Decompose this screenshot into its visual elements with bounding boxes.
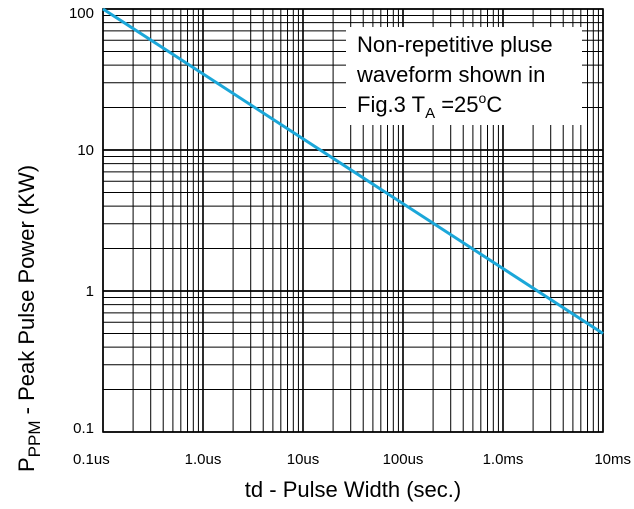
- plot-frame: [102, 8, 604, 433]
- annotation-eq: =25: [435, 92, 478, 117]
- annotation-line-3: Fig.3 TA =25oC: [357, 90, 502, 122]
- x-tick-label: 10ms: [594, 451, 631, 468]
- annotation-fig-ref: Fig.3 T: [357, 92, 425, 117]
- annotation: Non-repetitive pluse waveform shown in F…: [356, 32, 553, 122]
- x-tick-label: 100us: [383, 451, 424, 468]
- x-tick-label: 0.1us: [73, 451, 110, 468]
- x-tick-label: 1.0us: [185, 451, 222, 468]
- x-axis-label: td - Pulse Width (sec.): [245, 477, 461, 502]
- series-line: [102, 7, 604, 335]
- y-tick-labels: 0.1 1 10 100: [69, 5, 94, 437]
- y-axis-label-subscript: PPM: [25, 420, 44, 457]
- y-tick-label: 100: [69, 5, 94, 22]
- x-tick-label: 1.0ms: [483, 451, 524, 468]
- annotation-line-1: Non-repetitive pluse: [357, 32, 553, 57]
- annotation-box: [346, 27, 582, 125]
- annotation-degree: o: [479, 90, 487, 106]
- annotation-sub-a: A: [425, 105, 435, 122]
- y-tick-label: 0.1: [73, 420, 94, 437]
- annotation-line-2: waveform shown in: [356, 62, 545, 87]
- x-tick-label: 10us: [287, 451, 320, 468]
- x-tick-labels: 0.1us 1.0us 10us 100us 1.0ms 10ms: [73, 451, 631, 468]
- y-tick-label: 10: [77, 142, 94, 159]
- y-tick-label: 1: [86, 283, 94, 300]
- y-axis-label: PPPM - Peak Pulse Power (KW): [14, 165, 44, 472]
- minor-gridlines: [103, 9, 603, 432]
- y-axis-label-rest: - Peak Pulse Power (KW): [14, 165, 39, 421]
- annotation-unit: C: [486, 92, 502, 117]
- y-axis-label-symbol: P: [14, 457, 39, 472]
